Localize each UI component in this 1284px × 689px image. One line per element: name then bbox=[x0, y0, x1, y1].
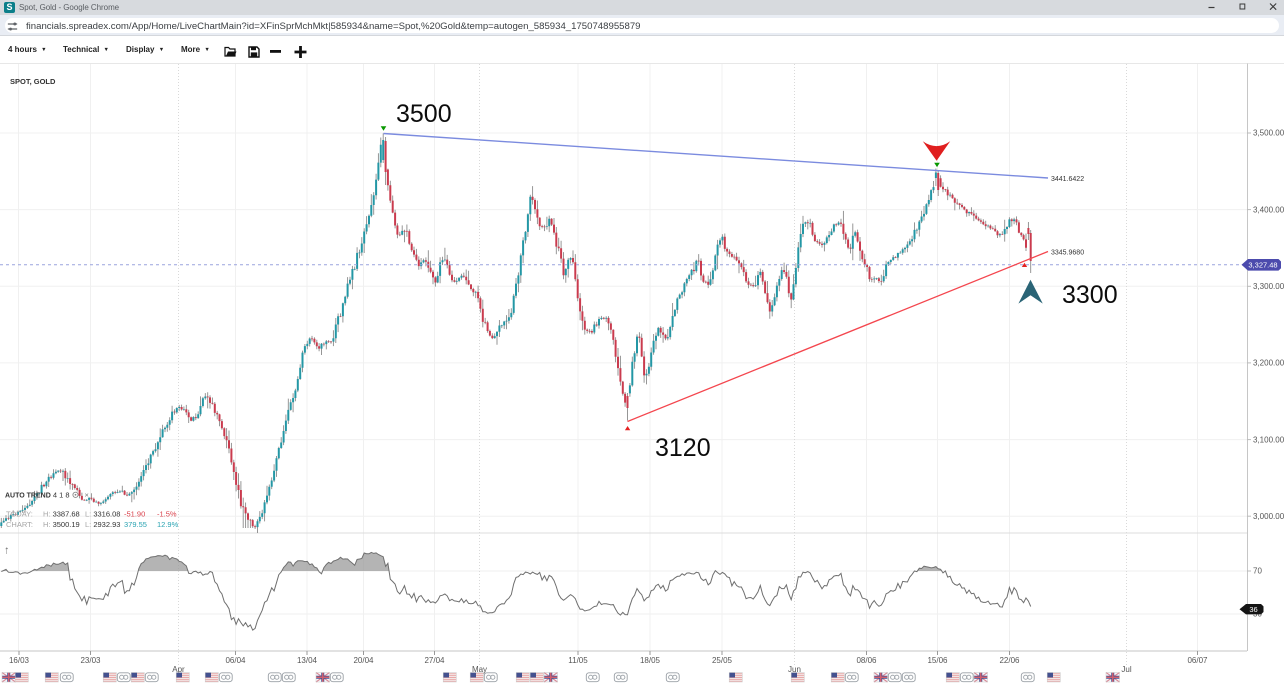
svg-text:3345.9680: 3345.9680 bbox=[1051, 250, 1084, 257]
svg-text:SPOT, GOLD: SPOT, GOLD bbox=[10, 77, 56, 86]
svg-text:3441.6422: 3441.6422 bbox=[1051, 176, 1084, 183]
svg-text:13/04: 13/04 bbox=[297, 656, 318, 665]
svg-text:11/05: 11/05 bbox=[568, 656, 588, 665]
svg-text:3,000.00: 3,000.00 bbox=[1253, 512, 1284, 521]
svg-text:23/03: 23/03 bbox=[80, 656, 101, 665]
svg-text:Apr: Apr bbox=[172, 665, 185, 674]
svg-text:3,500.00: 3,500.00 bbox=[1253, 129, 1284, 138]
svg-text:27/04: 27/04 bbox=[424, 656, 445, 665]
svg-text:3,327.48: 3,327.48 bbox=[1248, 261, 1277, 270]
svg-text:22/06: 22/06 bbox=[999, 656, 1020, 665]
svg-text:3,100.00: 3,100.00 bbox=[1253, 435, 1284, 444]
svg-text:36: 36 bbox=[1249, 605, 1257, 614]
svg-text:15/06: 15/06 bbox=[927, 656, 948, 665]
svg-text:25/05: 25/05 bbox=[712, 656, 733, 665]
svg-text:18/05: 18/05 bbox=[640, 656, 661, 665]
svg-text:06/04: 06/04 bbox=[225, 656, 246, 665]
svg-text:3300: 3300 bbox=[1062, 281, 1118, 309]
svg-text:May: May bbox=[472, 665, 487, 674]
svg-text:70: 70 bbox=[1253, 567, 1262, 576]
svg-text:16/03: 16/03 bbox=[9, 656, 30, 665]
svg-text:3500: 3500 bbox=[396, 100, 452, 128]
svg-text:06/07: 06/07 bbox=[1187, 656, 1208, 665]
svg-text:3,300.00: 3,300.00 bbox=[1253, 282, 1284, 291]
svg-text:AUTO TREND 4 1 8×: AUTO TREND 4 1 8 × bbox=[5, 491, 89, 500]
svg-text:3120: 3120 bbox=[655, 434, 711, 462]
svg-text:3,200.00: 3,200.00 bbox=[1253, 359, 1284, 368]
svg-text:20/04: 20/04 bbox=[353, 656, 374, 665]
svg-text:TODAY:H: 3387.68L: 3316.08-51.: TODAY: H: 3387.68 L: 3316.08 -51.90 -1.5% bbox=[6, 510, 177, 519]
svg-text:Jun: Jun bbox=[788, 665, 801, 674]
svg-text:3,400.00: 3,400.00 bbox=[1253, 205, 1284, 214]
svg-text:08/06: 08/06 bbox=[856, 656, 877, 665]
svg-text:↑: ↑ bbox=[4, 545, 10, 557]
svg-text:Jul: Jul bbox=[1121, 665, 1131, 674]
